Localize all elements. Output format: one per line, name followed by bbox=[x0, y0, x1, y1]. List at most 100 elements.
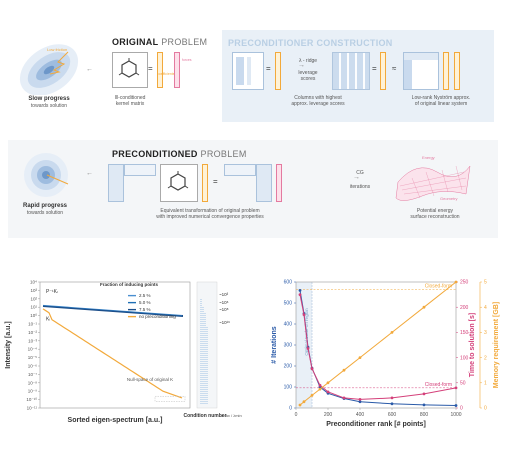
lambda-ridge-label: λ - ridge bbox=[298, 58, 318, 64]
construction-matrix-a bbox=[232, 52, 264, 90]
series-point-1 bbox=[310, 367, 314, 371]
nystrom-vector-2 bbox=[454, 52, 460, 90]
preconditioned-title-bold: PRECONDITIONED bbox=[112, 149, 198, 159]
coefficients-vector bbox=[157, 52, 163, 88]
preconditioned-title-light: PROBLEM bbox=[200, 149, 247, 159]
y-tick-label-2: 5 bbox=[484, 280, 487, 286]
series-point-2 bbox=[358, 356, 362, 359]
condition-ratio: λmax / λmin bbox=[220, 413, 241, 418]
y-tick-label-1: 50 bbox=[460, 381, 466, 387]
low-friction-label: Low friction bbox=[47, 47, 68, 52]
x-axis-label: Sorted eigen-spectrum [a.u.] bbox=[68, 417, 163, 424]
nullspace-box bbox=[154, 395, 186, 402]
series-point-1 bbox=[358, 398, 362, 401]
series-precond-3 bbox=[42, 305, 184, 318]
y-tick-label: 10⁻³ bbox=[28, 338, 37, 343]
precond-vector bbox=[202, 164, 208, 202]
condition-value-2: ~10⁸ bbox=[219, 307, 229, 312]
legend-label-0: 2.5 % bbox=[139, 293, 151, 298]
series-line-2 bbox=[299, 281, 457, 406]
series-point-2 bbox=[422, 305, 426, 309]
y-tick-label-1: 0 bbox=[460, 406, 463, 412]
equals-sign: = bbox=[148, 64, 153, 73]
molecule-icon bbox=[118, 58, 140, 78]
pes-surface-illustration bbox=[395, 165, 471, 201]
y-tick-label-0: 0 bbox=[289, 406, 292, 412]
legend-label-2: 7.5 % bbox=[139, 307, 151, 312]
y-tick-label: 10⁻⁴ bbox=[28, 347, 37, 352]
series-point-0 bbox=[390, 402, 394, 406]
precond-forces bbox=[276, 164, 282, 202]
construction-eq-1: = bbox=[266, 64, 271, 73]
rapid-progress-sub: towards solution bbox=[26, 210, 64, 216]
series-point-2 bbox=[326, 381, 330, 385]
y-tick-label-2: 3 bbox=[484, 330, 487, 336]
label-original-curve: Kₗ bbox=[46, 317, 50, 323]
precond-matrix-left-2 bbox=[124, 164, 156, 176]
columns-caption: Columns with highest approx. leverage sc… bbox=[291, 95, 345, 107]
rapid-landscape-illustration bbox=[24, 153, 69, 197]
y-tick-label-1: 250 bbox=[460, 280, 469, 286]
series-point-1 bbox=[326, 390, 330, 394]
x-tick-label: 200 bbox=[324, 412, 333, 418]
condition-label: Condition number bbox=[183, 413, 226, 419]
y-tick-label-2: 2 bbox=[484, 355, 487, 361]
precond-matrix-right bbox=[224, 164, 256, 176]
y-tick-label-0: 300 bbox=[284, 343, 293, 349]
y-tick-label: 10⁻¹⁰ bbox=[26, 397, 37, 402]
y-tick-label: 10⁻⁸ bbox=[28, 380, 37, 385]
y-tick-label: 10⁻² bbox=[28, 330, 37, 335]
plot-frame bbox=[39, 281, 191, 409]
nullspace-annotation: Null-space of original K bbox=[127, 377, 173, 382]
y-tick-label: 10⁻⁵ bbox=[28, 355, 37, 360]
y-tick-label-0: 500 bbox=[284, 301, 293, 307]
y-tick-label: 10¹ bbox=[30, 305, 37, 310]
equivalent-caption: Equivalent transformation of original pr… bbox=[156, 208, 264, 220]
slow-landscape-illustration bbox=[19, 44, 79, 95]
series-point-2 bbox=[298, 403, 302, 407]
preconditioner-construction-title: PRECONDITIONER CONSTRUCTION bbox=[228, 38, 393, 48]
label-preconditioned-curve: P⁻¹Kₗ bbox=[46, 289, 58, 295]
series-point-2 bbox=[390, 331, 394, 334]
legend-label-3: no preconditioning bbox=[139, 314, 176, 319]
y-tick-label: 10² bbox=[30, 296, 37, 301]
y-tick-label: 10³ bbox=[30, 288, 37, 293]
condition-value-1: ~10⁶ bbox=[219, 300, 229, 305]
y-axis-label-0: # Iterations bbox=[271, 326, 278, 363]
rapid-progress-label: Rapid progress bbox=[22, 203, 67, 209]
x-tick-label: 800 bbox=[420, 412, 429, 418]
series-point-0 bbox=[454, 404, 458, 407]
y-tick-label: 10⁻⁷ bbox=[28, 372, 37, 377]
tradeoff-region bbox=[296, 282, 312, 408]
arrow-right-icon: → bbox=[298, 62, 305, 69]
condition-value-0: ~10³ bbox=[219, 292, 229, 297]
precond-kernel bbox=[160, 164, 198, 202]
y-axis-label-2: Memory requirement [GB] bbox=[493, 302, 500, 388]
eigen-spectrum-chart: 10⁴ 10³ 10² 10¹ 10⁰ 10⁻¹ 10⁻² 10⁻³ 10⁻⁴ 10⁻⁵ 10⁻⁶ 1… bbox=[5, 280, 242, 425]
condition-value-3: ~10¹⁶ bbox=[219, 320, 230, 325]
legend-title: Fraction of inducing points bbox=[100, 282, 158, 287]
forces-label: forces bbox=[182, 58, 192, 62]
y-tick-label-2: 1 bbox=[484, 381, 487, 387]
precond-matrix-left bbox=[108, 164, 124, 202]
x-tick-label: 1000 bbox=[450, 412, 461, 418]
series-point-1 bbox=[302, 313, 306, 317]
series-point-1 bbox=[318, 383, 322, 387]
y-tick-label: 10⁴ bbox=[30, 280, 37, 285]
closed-form-label-memory: Closed-form bbox=[425, 284, 452, 290]
cg-label: CG bbox=[356, 170, 364, 176]
arrow-left-icon: ← bbox=[86, 66, 93, 73]
y-tick-label: 10⁻¹ bbox=[28, 322, 37, 327]
series-point-2 bbox=[342, 368, 346, 372]
y-tick-label-1: 200 bbox=[460, 305, 469, 311]
original-title-light: PROBLEM bbox=[161, 37, 208, 47]
series-point-2 bbox=[318, 387, 322, 391]
y-tick-label: 10⁻¹¹ bbox=[27, 406, 38, 411]
y-tick-label-1: 100 bbox=[460, 355, 469, 361]
kernel-caption: Ill-conditioned kernel matrix bbox=[114, 95, 146, 107]
nystrom-vector bbox=[443, 52, 449, 90]
construction-eq-2: = bbox=[372, 64, 377, 73]
cg-iterations-label: iterations bbox=[349, 184, 371, 190]
coefficients-label: coefficients bbox=[157, 72, 175, 76]
